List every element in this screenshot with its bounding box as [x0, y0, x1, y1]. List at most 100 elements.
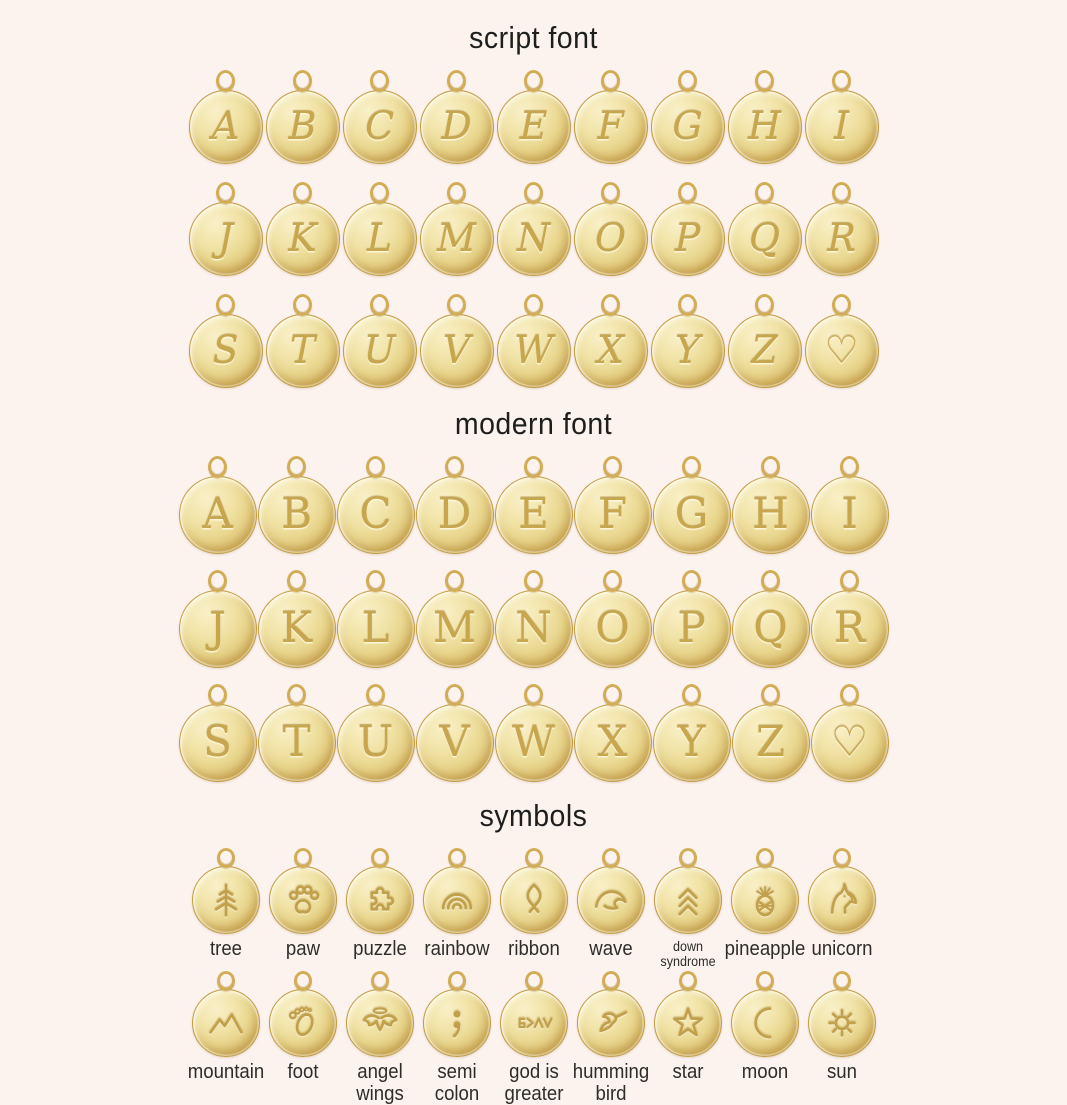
letter-charm: J — [178, 570, 257, 668]
charm-disc: L — [336, 590, 415, 668]
charm-disc: S — [178, 704, 257, 782]
engraved-letter: H — [752, 489, 789, 538]
star-icon — [672, 1007, 703, 1037]
bail-ring — [366, 570, 385, 592]
engraved-letter: E — [519, 104, 548, 148]
charm-disc: R — [810, 590, 889, 668]
charm-disc — [191, 989, 260, 1058]
bail-ring — [216, 182, 235, 204]
letter-charm: M — [419, 182, 494, 276]
bail-ring — [447, 971, 466, 992]
bail-ring — [524, 570, 543, 592]
bail-ring — [293, 294, 312, 316]
bail-ring — [678, 70, 697, 92]
symbol-charm: tree — [190, 848, 262, 969]
charm-disc: T — [265, 314, 340, 388]
charm-disc: I — [804, 90, 879, 164]
charm-disc — [268, 866, 337, 934]
letter-charm: C — [336, 456, 415, 554]
symbol-charm: moon — [729, 971, 801, 1105]
charm-disc — [807, 989, 876, 1058]
engraved-letter: F — [597, 489, 628, 538]
bail-ring — [761, 684, 780, 706]
charm-disc — [345, 866, 414, 934]
angel-wings-icon — [362, 1007, 397, 1032]
charm-disc: Q — [727, 202, 802, 276]
charm-disc: N — [496, 202, 571, 276]
letter-charm: K — [265, 182, 340, 276]
letter-charm: I — [810, 456, 889, 554]
letter-charm: I — [804, 70, 879, 164]
engraved-letter: L — [361, 603, 390, 652]
symbol-charm: humming bird — [572, 971, 649, 1105]
page: { "page": { "background": "#fcf2ee" }, "… — [0, 20, 1067, 1105]
bail-ring — [287, 684, 306, 706]
charm-disc: J — [178, 590, 257, 668]
charm-row: mountain foot angel wings semi colon god… — [0, 971, 1067, 1105]
letter-charm: P — [652, 570, 731, 668]
engraved-letter: ♡ — [830, 717, 869, 766]
charm-disc — [422, 989, 491, 1058]
letter-charm: F — [573, 456, 652, 554]
charm-disc: X — [573, 704, 652, 782]
engraved-letter: G — [674, 489, 709, 538]
bail-ring — [524, 70, 543, 92]
bail-ring — [840, 456, 859, 478]
bail-ring — [208, 456, 227, 478]
symbol-label: wave — [588, 938, 633, 960]
letter-charm: V — [415, 684, 494, 782]
charm-disc: Y — [652, 704, 731, 782]
charm-disc — [345, 989, 414, 1058]
symbol-label: down syndrome — [659, 939, 716, 970]
engraved-letter: H — [747, 104, 782, 148]
engraved-letter: R — [833, 603, 866, 652]
engraved-letter: B — [281, 489, 312, 538]
wave-icon — [594, 890, 627, 910]
letter-charm: ♡ — [810, 684, 889, 782]
charm-disc: G — [652, 476, 731, 554]
charm-disc — [807, 866, 876, 934]
engraved-letter: D — [437, 489, 472, 538]
engraved-letter: O — [594, 216, 627, 260]
engraved-letter: C — [364, 104, 395, 148]
bail-ring — [601, 182, 620, 204]
bail-ring — [370, 294, 389, 316]
bail-ring — [524, 182, 543, 204]
mountain-icon — [208, 1013, 243, 1034]
charm-disc: U — [336, 704, 415, 782]
charm-disc: B — [265, 90, 340, 164]
symbol-charm: sun — [806, 971, 878, 1105]
symbol-label: tree — [209, 938, 242, 960]
engraved-letter: E — [518, 489, 549, 538]
bail-ring — [370, 182, 389, 204]
letter-charm: G — [650, 70, 725, 164]
bail-ring — [682, 570, 701, 592]
engraved-letter: ♡ — [824, 328, 859, 372]
letter-charm: N — [494, 570, 573, 668]
engraved-letter: L — [366, 216, 393, 260]
charm-rows: A B C D E F G H — [0, 70, 1067, 388]
charm-disc: ♡ — [810, 704, 889, 782]
bail-ring — [370, 70, 389, 92]
charm-disc: H — [731, 476, 810, 554]
charm-disc: N — [494, 590, 573, 668]
letter-charm: T — [257, 684, 336, 782]
engraved-letter: J — [209, 603, 226, 652]
bail-ring — [216, 971, 235, 992]
symbol-charm: mountain — [187, 971, 264, 1105]
engraved-letter: I — [841, 489, 858, 538]
symbol-label: ribbon — [507, 938, 560, 960]
engraved-letter: N — [516, 216, 551, 260]
bail-ring — [678, 848, 697, 868]
charm-disc: B — [257, 476, 336, 554]
charm-disc: F — [573, 476, 652, 554]
letter-charm: Y — [650, 294, 725, 388]
letter-charm: E — [494, 456, 573, 554]
charm-disc: V — [415, 704, 494, 782]
letter-charm: G — [652, 456, 731, 554]
charm-disc: P — [650, 202, 725, 276]
charm-disc: ♡ — [804, 314, 879, 388]
bail-ring — [832, 182, 851, 204]
engraved-letter: V — [442, 328, 471, 372]
letter-charm: U — [342, 294, 417, 388]
